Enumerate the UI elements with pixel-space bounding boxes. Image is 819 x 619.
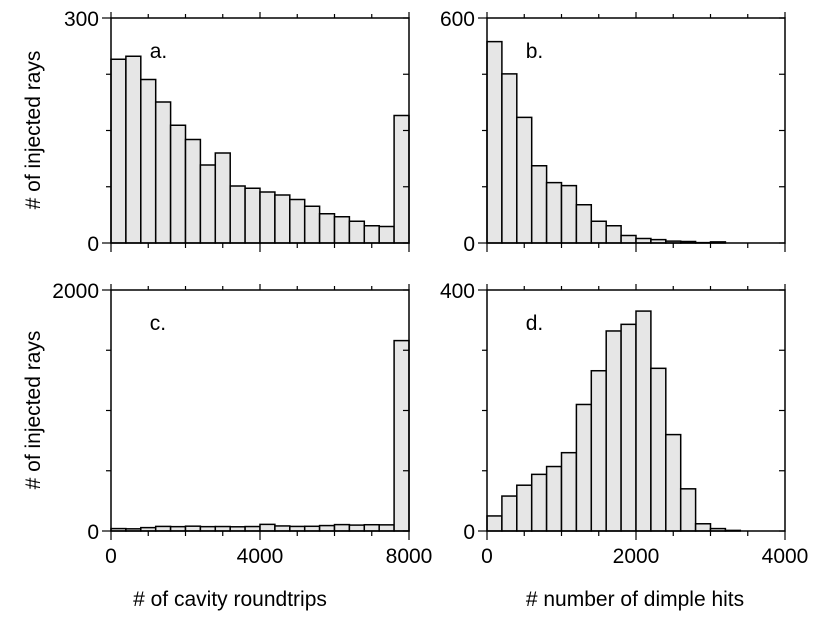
bar (393, 114, 410, 244)
bar (605, 225, 622, 244)
bar (199, 164, 217, 244)
bar (333, 523, 351, 532)
bar (679, 488, 697, 532)
bar (154, 101, 172, 244)
bar (244, 187, 261, 244)
bar (501, 73, 518, 244)
panel-label: b. (526, 40, 544, 63)
y-tick-label: 2000 (52, 280, 99, 303)
bar (486, 40, 503, 244)
bar (545, 181, 563, 244)
bar (378, 225, 395, 244)
bar (516, 116, 533, 244)
bar (289, 198, 306, 244)
bar (545, 465, 563, 532)
bar (650, 367, 667, 532)
bar (318, 524, 336, 532)
panel-a: 0 300 a. (64, 8, 410, 256)
bar (259, 523, 276, 532)
bar (140, 78, 157, 244)
bar (575, 204, 593, 244)
y-axis-title-top: # of injected rays (22, 51, 45, 210)
bar (620, 323, 637, 532)
x-axis-title-left: # of cavity roundtrips (133, 588, 327, 611)
bar (259, 191, 276, 244)
y-tick-label: 400 (440, 280, 475, 303)
bar (363, 523, 380, 532)
x-tick-label: 0 (105, 545, 117, 568)
bar (169, 124, 187, 244)
bar (274, 525, 291, 532)
bar (214, 152, 231, 244)
bar (590, 220, 607, 244)
y-tick-label: 0 (87, 233, 99, 256)
bar (560, 184, 578, 244)
bar (110, 58, 127, 244)
bar (575, 403, 593, 532)
x-tick-label: 0 (481, 545, 493, 568)
bar (348, 220, 366, 244)
bar (333, 216, 351, 244)
bar (303, 205, 321, 244)
panel-b: 0 600 b. (440, 8, 786, 256)
bar (125, 55, 142, 244)
bar (486, 515, 503, 532)
x-tick-label: 4000 (762, 545, 809, 568)
bar (184, 138, 202, 244)
bar (620, 234, 637, 244)
x-tick-label: 2000 (613, 545, 660, 568)
panel-c: 0 2000 0 4000 8000 c. (52, 280, 432, 568)
y-tick-label: 0 (87, 521, 99, 544)
bar (635, 310, 652, 532)
bar (229, 185, 246, 244)
x-tick-label: 8000 (386, 545, 433, 568)
panel-label: a. (150, 40, 168, 63)
bar (318, 213, 336, 244)
bar (501, 495, 518, 532)
bar (363, 225, 380, 244)
bar (694, 523, 712, 532)
y-axis-title-bottom: # of injected rays (22, 331, 45, 490)
panel-label: d. (526, 312, 544, 335)
y-tick-label: 0 (463, 233, 475, 256)
bar (274, 194, 291, 244)
bar (605, 330, 622, 532)
bar (665, 433, 682, 532)
x-axis-title-right: # number of dimple hits (526, 588, 744, 611)
y-tick-label: 300 (64, 8, 99, 31)
y-tick-label: 0 (463, 521, 475, 544)
bar (530, 165, 548, 244)
x-tick-label: 4000 (237, 545, 284, 568)
bar (560, 451, 578, 532)
bar (378, 524, 395, 532)
bar (393, 339, 410, 532)
bar (348, 524, 366, 532)
panel-label: c. (150, 312, 166, 335)
bar (590, 369, 607, 532)
bar (530, 473, 548, 532)
y-tick-label: 600 (440, 8, 475, 31)
bar (516, 484, 533, 532)
